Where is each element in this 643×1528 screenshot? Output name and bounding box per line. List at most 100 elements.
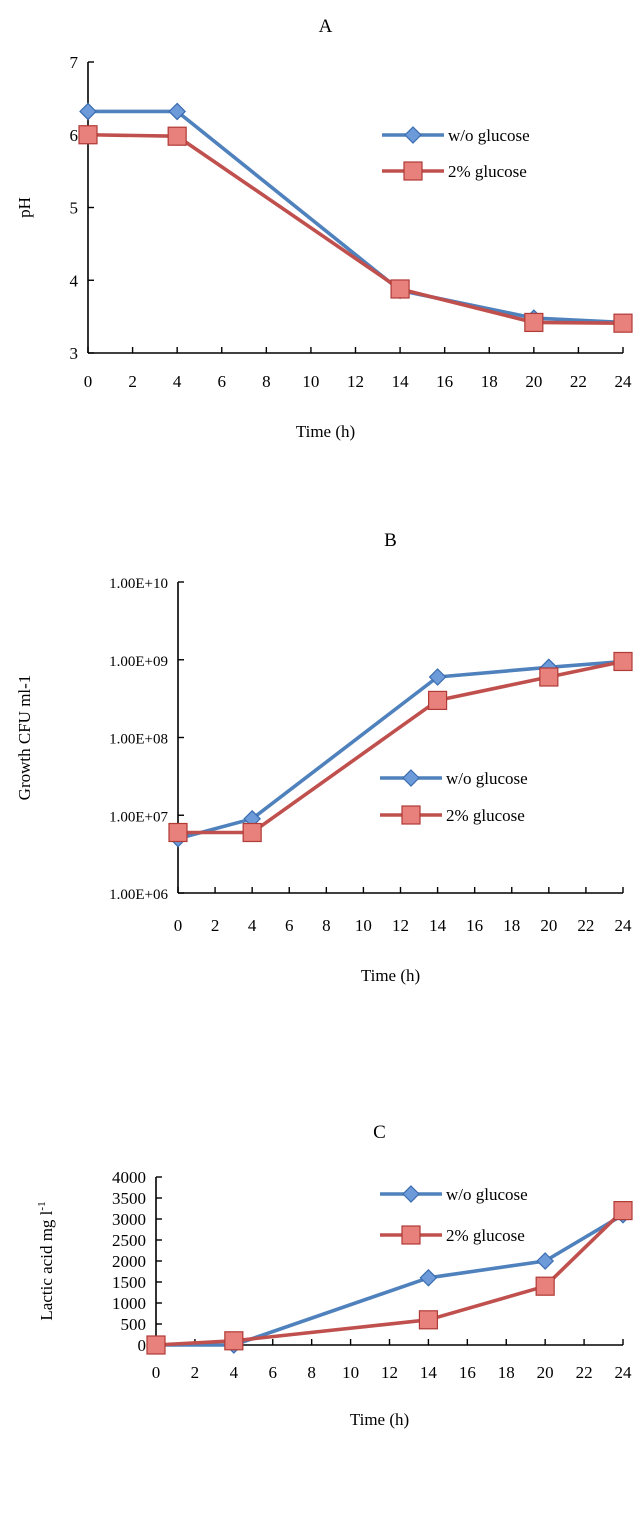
x-tick-label: 8: [322, 916, 331, 935]
y-tick-label: 1500: [112, 1273, 146, 1292]
data-point: [167, 126, 187, 146]
data-point: [390, 279, 410, 299]
legend-entry: 2% glucose: [446, 806, 525, 825]
x-tick-label: 6: [218, 372, 227, 391]
legend-marker: [402, 769, 420, 787]
x-tick-label: 6: [285, 916, 294, 935]
series-line-2pct-glucose: [87, 132, 624, 325]
x-tick-label: 24: [615, 1363, 633, 1382]
y-tick-label: 0: [138, 1336, 147, 1355]
x-tick-label: 0: [84, 372, 93, 391]
data-point: [168, 102, 187, 121]
data-point: [524, 312, 544, 333]
y-tick-label: 3: [70, 344, 79, 363]
x-tick-label: 16: [459, 1363, 476, 1382]
x-tick-label: 4: [173, 372, 182, 391]
x-tick-label: 16: [436, 372, 453, 391]
x-tick-label: 16: [466, 916, 483, 935]
legend-marker: [402, 1185, 420, 1203]
x-tick-label: 0: [152, 1363, 161, 1382]
data-point: [78, 125, 98, 145]
x-axis-label: Time (h): [350, 1410, 409, 1429]
x-tick-label: 2: [128, 372, 137, 391]
legend-marker: [404, 126, 422, 144]
x-tick-label: 14: [420, 1363, 438, 1382]
x-tick-label: 2: [211, 916, 220, 935]
x-tick-label: 6: [269, 1363, 278, 1382]
x-tick-label: 2: [191, 1363, 200, 1382]
x-tick-label: 14: [392, 372, 410, 391]
data-point: [79, 102, 97, 121]
panel-title: A: [319, 16, 333, 37]
x-tick-label: 22: [576, 1363, 593, 1382]
series-line-wo-glucose: [177, 659, 624, 841]
y-axis-label: Growth CFU ml-1: [15, 675, 34, 801]
y-axis-label: Lactic acid mg l-1: [36, 1201, 56, 1320]
y-tick-label: 4: [70, 271, 79, 290]
x-tick-label: 8: [262, 372, 271, 391]
x-tick-label: 18: [498, 1363, 515, 1382]
x-tick-label: 18: [481, 372, 498, 391]
x-axis-label: Time (h): [361, 966, 420, 985]
y-axis-label-superscript: -1: [36, 1201, 48, 1210]
panel-title: B: [384, 530, 397, 551]
x-axis-label: Time (h): [296, 422, 355, 441]
y-axis-label-text: pH: [15, 197, 34, 218]
x-tick-label: 20: [525, 372, 542, 391]
panel-title: C: [373, 1122, 386, 1143]
x-tick-label: 18: [503, 916, 520, 935]
series-line-2pct-glucose: [178, 659, 624, 835]
y-tick-label: 1.00E+09: [109, 654, 168, 670]
data-point: [536, 1252, 555, 1270]
legend-marker: [403, 161, 423, 181]
x-tick-label: 10: [302, 372, 319, 391]
data-point: [535, 1276, 555, 1296]
y-tick-label: 3000: [112, 1210, 146, 1229]
y-tick-label: 1.00E+10: [109, 576, 168, 592]
data-point: [427, 690, 448, 711]
x-tick-label: 22: [577, 916, 594, 935]
x-tick-label: 14: [429, 916, 447, 935]
data-point: [613, 1200, 633, 1221]
data-point: [418, 1310, 439, 1330]
x-tick-label: 12: [381, 1363, 398, 1382]
data-point: [224, 1331, 244, 1351]
data-point: [168, 822, 188, 843]
x-tick-label: 4: [230, 1363, 239, 1382]
legend-entry: w/o glucose: [448, 126, 530, 145]
x-tick-label: 12: [392, 916, 409, 935]
y-tick-label: 5: [70, 199, 79, 218]
legend-entry: 2% glucose: [446, 1226, 525, 1245]
x-tick-label: 0: [174, 916, 183, 935]
y-tick-label: 1.00E+07: [109, 809, 168, 825]
y-axis-label: pH: [15, 197, 34, 218]
x-tick-label: 20: [537, 1363, 554, 1382]
y-axis-label-text: Lactic acid mg l: [37, 1210, 56, 1320]
data-point: [613, 313, 633, 333]
data-point: [539, 667, 559, 687]
legend-entry: w/o glucose: [446, 769, 528, 788]
x-tick-label: 10: [342, 1363, 359, 1382]
x-tick-label: 10: [355, 916, 372, 935]
y-tick-label: 1.00E+08: [109, 732, 168, 748]
x-tick-label: 20: [540, 916, 557, 935]
y-tick-label: 3500: [112, 1189, 146, 1208]
y-axis-label-text: Growth CFU ml-1: [15, 675, 34, 801]
x-tick-label: 24: [615, 916, 633, 935]
y-tick-label: 1.00E+06: [109, 887, 168, 903]
x-tick-label: 4: [248, 916, 257, 935]
data-point: [428, 668, 447, 686]
y-tick-label: 2500: [112, 1231, 146, 1250]
data-point: [613, 651, 633, 672]
x-tick-label: 12: [347, 372, 364, 391]
x-tick-label: 8: [307, 1363, 316, 1382]
data-point: [419, 1268, 438, 1287]
data-point: [146, 1335, 166, 1355]
y-tick-label: 6: [70, 126, 79, 145]
y-tick-label: 1000: [112, 1294, 146, 1313]
x-tick-label: 22: [570, 372, 587, 391]
legend-marker: [401, 1225, 421, 1245]
y-tick-label: 7: [70, 53, 79, 72]
legend-entry: w/o glucose: [446, 1185, 528, 1204]
